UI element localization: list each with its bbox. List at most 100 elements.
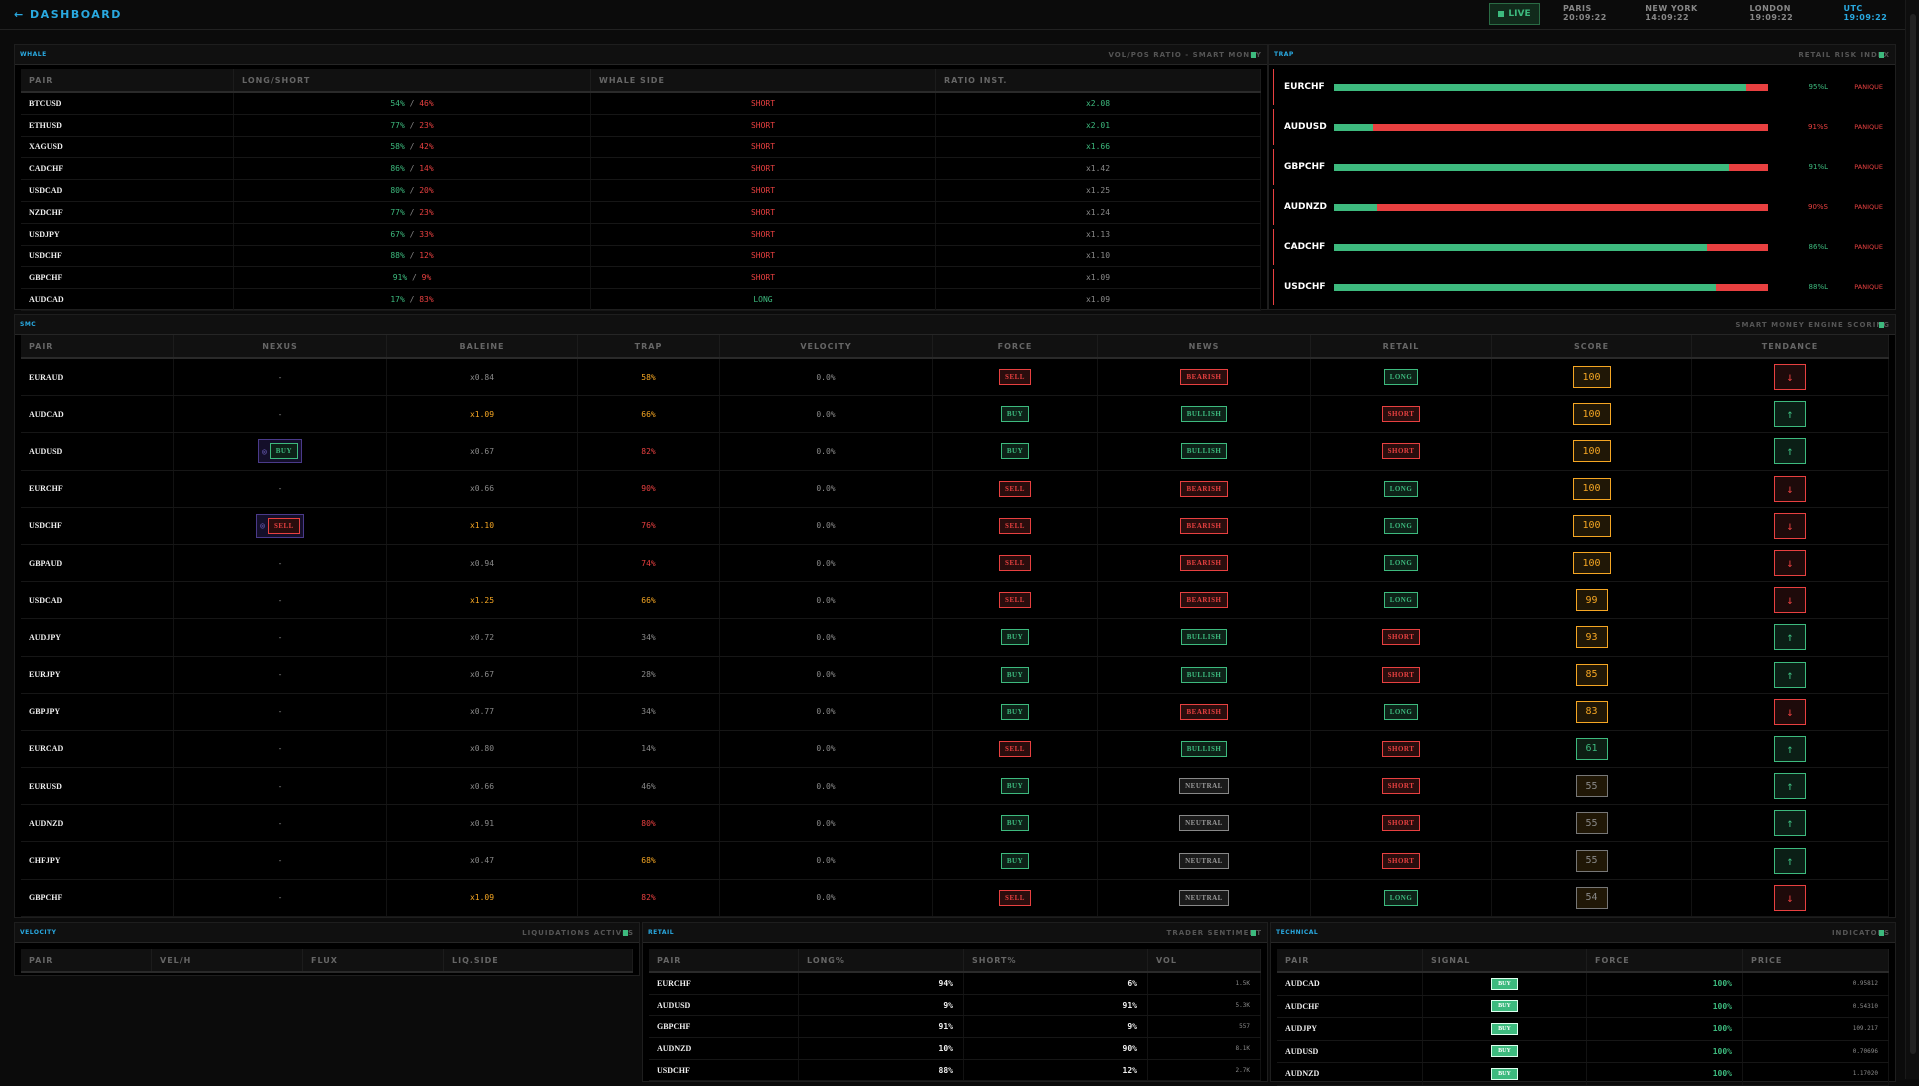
retail-badge: SHORT [1381,852,1421,869]
table-row[interactable]: ETHUSD 77% / 23% SHORT x2.01 [21,114,1261,137]
table-row[interactable]: EURAUD - x0.84 58% 0.0% SELL BEARISH LONG 100 ↓ [21,359,1889,397]
table-row[interactable]: EURCHF 94% 6% 1.5K [649,973,1261,995]
table-cell: ↑ [1692,768,1889,805]
column-header-liq-side[interactable]: LIQ.SIDE [444,949,633,971]
table-cell: 93 [1492,619,1692,656]
column-header-long-short[interactable]: LONG/SHORT [234,69,591,91]
table-cell: 55 [1492,805,1692,842]
column-header-price[interactable]: PRICE [1743,949,1889,971]
column-header-nexus[interactable]: NEXUS [174,335,387,357]
column-header-ratio-inst-[interactable]: RATIO INST. [936,69,1261,91]
table-row[interactable]: AUDCAD - x1.09 66% 0.0% BUY BULLISH SHORT 100 ↑ [21,396,1889,434]
column-header-short-[interactable]: SHORT% [964,949,1148,971]
table-row[interactable]: GBPCHF - x1.09 82% 0.0% SELL NEUTRAL LONG 54 ↓ [21,879,1889,917]
column-header-whale-side[interactable]: WHALE SIDE [591,69,936,91]
pair-name: AUDUSD [1284,122,1327,132]
table-row[interactable]: AUDUSD BUY 100% 0.70696 [1277,1040,1889,1063]
column-header-long-[interactable]: LONG% [799,949,964,971]
trap-percent: 90% [641,484,656,494]
table-row[interactable]: AUDUSD 9% 91% 5.3K [649,994,1261,1017]
column-header-tendance[interactable]: TENDANCE [1692,335,1889,357]
table-row[interactable]: CHFJPY - x0.47 68% 0.0% BUY NEUTRAL SHORT 55 ↑ [21,842,1889,880]
trap-row[interactable]: CADCHF 86%L PANIQUE [1273,229,1889,265]
pair-name: AUDCAD [29,409,64,419]
table-row[interactable]: AUDNZD 10% 90% 8.1K [649,1038,1261,1060]
table-row[interactable]: EURCAD - x0.80 14% 0.0% SELL BULLISH SHORT 61 ↑ [21,730,1889,769]
column-header-pair[interactable]: PAIR [1277,949,1423,971]
nexus-signal-badge[interactable]: ◎ SELL [256,513,304,538]
trap-row[interactable]: AUDUSD 91%S PANIQUE [1273,109,1889,145]
retail-badge: LONG [1383,889,1419,906]
column-header-force[interactable]: FORCE [1587,949,1743,971]
page-scrollbar[interactable] [1905,0,1919,1079]
trap-percent: 46% [641,781,656,791]
column-header-pair[interactable]: PAIR [21,335,174,357]
table-row[interactable]: USDCAD 80% / 20% SHORT x1.25 [21,180,1261,202]
score-badge: 55 [1575,849,1608,872]
table-cell: 1.5K [1148,973,1261,994]
trap-row[interactable]: AUDNZD 90%S PANIQUE [1273,189,1889,225]
table-cell: SHORT [1311,433,1492,470]
column-header-pair[interactable]: PAIR [21,69,234,91]
column-header-news[interactable]: NEWS [1098,335,1311,357]
table-row[interactable]: BTCUSD 54% / 46% SHORT x2.08 [21,93,1261,115]
table-cell: BEARISH [1098,693,1311,730]
table-row[interactable]: AUDJPY - x0.72 34% 0.0% BUY BULLISH SHORT 93 ↑ [21,619,1889,657]
long-percent: 77% [390,207,405,217]
table-row[interactable]: GBPCHF 91% / 9% SHORT x1.09 [21,267,1261,290]
table-row[interactable]: AUDCAD BUY 100% 0.95812 [1277,973,1889,996]
column-header-baleine[interactable]: BALEINE [387,335,578,357]
table-cell: SELL [933,470,1098,507]
force-badge: SELL [999,480,1031,497]
table-row[interactable]: AUDUSD ◎ BUY x0.67 82% 0.0% BUY BULLISH SHORT 100… [21,433,1889,471]
table-row[interactable]: CADCHF 86% / 14% SHORT x1.42 [21,158,1261,181]
column-header-vol[interactable]: VOL [1148,949,1261,971]
ratio-inst: x1.10 [1085,251,1111,261]
table-row[interactable]: AUDCAD 17% / 83% LONG x1.09 [21,289,1261,311]
table-row[interactable]: EURUSD - x0.66 46% 0.0% BUY NEUTRAL SHORT 55 ↑ [21,768,1889,806]
short-percent: 83% [419,295,434,305]
column-header-trap[interactable]: TRAP [578,335,720,357]
column-header-velocity[interactable]: VELOCITY [720,335,933,357]
table-row[interactable]: USDJPY 67% / 33% SHORT x1.13 [21,223,1261,246]
trap-row[interactable]: EURCHF 95%L PANIQUE [1273,69,1889,105]
scrollbar-thumb[interactable] [1910,14,1916,1054]
column-header-force[interactable]: FORCE [933,335,1098,357]
column-header-flux[interactable]: FLUX [303,949,444,971]
table-row[interactable]: GBPCHF 91% 9% 557 [649,1016,1261,1039]
table-row[interactable]: EURCHF - x0.66 90% 0.0% SELL BEARISH LONG 100 ↓ [21,470,1889,508]
table-row[interactable]: USDCHF 88% 12% 2.7K [649,1059,1261,1082]
column-header-retail[interactable]: RETAIL [1311,335,1492,357]
arrow-up-icon: ↑ [1774,438,1806,465]
table-cell: 82% [578,433,720,470]
table-row[interactable]: USDCHF 88% / 12% SHORT x1.10 [21,245,1261,268]
table-row[interactable]: AUDCHF BUY 100% 0.54310 [1277,995,1889,1018]
column-header-signal[interactable]: SIGNAL [1423,949,1587,971]
long-short-bar [1334,283,1768,291]
table-row[interactable]: EURJPY - x0.67 28% 0.0% BUY BULLISH SHORT 85 ↑ [21,656,1889,694]
column-header-vel-h[interactable]: VEL/H [152,949,303,971]
table-row[interactable]: XAGUSD 58% / 42% SHORT x1.66 [21,136,1261,159]
status-square-icon [1251,51,1256,58]
table-row[interactable]: NZDCHF 77% / 23% SHORT x1.24 [21,201,1261,224]
table-cell: x0.47 [387,842,578,879]
table-cell: BTCUSD [21,93,234,114]
nexus-signal-badge[interactable]: ◎ BUY [257,439,303,464]
column-header-pair[interactable]: PAIR [649,949,799,971]
table-row[interactable]: GBPAUD - x0.94 74% 0.0% SELL BEARISH LONG 100 ↓ [21,544,1889,583]
column-header-pair[interactable]: PAIR [21,949,152,971]
separator: / [404,295,420,305]
back-to-dashboard-link[interactable]: ← DASHBOARD [14,8,122,21]
news-badge: NEUTRAL [1179,889,1229,906]
trap-row[interactable]: USDCHF 88%L PANIQUE [1273,269,1889,305]
trap-row[interactable]: GBPCHF 91%L PANIQUE [1273,149,1889,185]
column-header-score[interactable]: SCORE [1492,335,1692,357]
table-row[interactable]: AUDNZD BUY 100% 1.17020 [1277,1063,1889,1086]
table-row[interactable]: USDCAD - x1.25 66% 0.0% SELL BEARISH LONG 99 ↓ [21,582,1889,620]
table-row[interactable]: AUDJPY BUY 100% 109.217 [1277,1018,1889,1041]
news-badge: NEUTRAL [1179,778,1229,795]
table-row[interactable]: USDCHF ◎ SELL x1.10 76% 0.0% SELL BEARISH LONG 10… [21,507,1889,545]
table-row[interactable]: GBPJPY - x0.77 34% 0.0% BUY BEARISH LONG 83 ↓ [21,693,1889,731]
table-row[interactable]: AUDNZD - x0.91 80% 0.0% BUY NEUTRAL SHORT 55 ↑ [21,805,1889,843]
nexus-empty: - [277,670,283,680]
